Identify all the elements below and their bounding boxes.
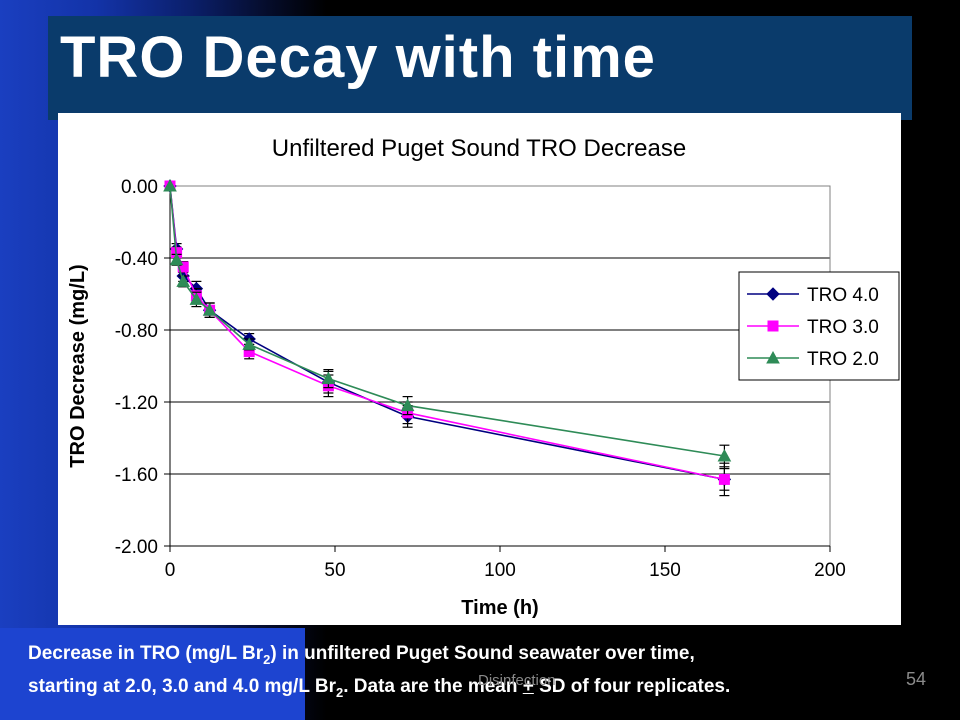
data-point-tro-3-0 bbox=[718, 473, 730, 485]
y-tick-label: -0.80 bbox=[115, 321, 158, 342]
legend-label-tro-4-0: TRO 4.0 bbox=[807, 285, 879, 306]
legend-label-tro-3-0: TRO 3.0 bbox=[807, 317, 879, 338]
tro-decay-chart: Unfiltered Puget Sound TRO Decrease 0.00 -… bbox=[67, 135, 900, 619]
series-line-tro-4-0 bbox=[169, 185, 725, 481]
caption-part2: ) in unfiltered Puget Sound seawater ove… bbox=[270, 643, 695, 664]
y-axis-label: TRO Decrease (mg/L) bbox=[67, 264, 89, 467]
series-line-tro-2-0 bbox=[169, 185, 725, 457]
x-tick-label: 50 bbox=[324, 560, 345, 581]
x-tick-label: 100 bbox=[484, 560, 516, 581]
y-tick-label: -1.20 bbox=[115, 393, 158, 414]
y-tick-label: -2.00 bbox=[115, 537, 158, 558]
caption: Decrease in TRO (mg/L Br2) in unfiltered… bbox=[28, 640, 928, 706]
caption-sub2: 2 bbox=[335, 684, 344, 700]
y-tick-label: -1.60 bbox=[115, 465, 158, 486]
x-axis-label: Time (h) bbox=[461, 597, 538, 619]
legend-marker-tro-2-0 bbox=[766, 350, 780, 364]
caption-part5: SD of four replicates. bbox=[533, 675, 731, 697]
data-point-tro-2-0 bbox=[163, 178, 177, 192]
data-point-tro-2-0 bbox=[717, 448, 732, 462]
data-point-tro-2-0 bbox=[242, 337, 257, 350]
data-point-tro-2-0 bbox=[169, 252, 184, 266]
plot-area-frame bbox=[169, 185, 831, 547]
caption-part3: starting at 2.0, 3.0 and 4.0 mg/L Br bbox=[28, 675, 336, 697]
data-point-tro-2-0 bbox=[189, 292, 204, 305]
data-point-tro-2-0 bbox=[321, 371, 336, 385]
data-point-tro-2-0 bbox=[176, 274, 191, 287]
footer-label: Disinfection bbox=[478, 672, 556, 689]
title-bar bbox=[48, 16, 912, 120]
slide-title: TRO Decay with time bbox=[60, 25, 656, 90]
y-tick-label: 0.00 bbox=[121, 177, 158, 198]
x-tick-label: 0 bbox=[165, 560, 176, 581]
chart-panel: Unfiltered Puget Sound TRO Decrease 0.00 -… bbox=[58, 113, 901, 625]
x-tick-label: 200 bbox=[814, 560, 846, 581]
chart-title: Unfiltered Puget Sound TRO Decrease bbox=[272, 135, 686, 162]
legend-marker-tro-4-0 bbox=[766, 287, 780, 301]
data-point-tro-2-0 bbox=[400, 398, 415, 412]
page-number: 54 bbox=[906, 669, 927, 689]
series-line-tro-3-0 bbox=[169, 185, 725, 481]
slide-accent-block bbox=[0, 628, 305, 720]
caption-plus: + bbox=[522, 675, 534, 697]
y-tick-label: -0.40 bbox=[115, 249, 158, 270]
legend-label-tro-2-0: TRO 2.0 bbox=[807, 349, 879, 370]
caption-sub1: 2 bbox=[263, 651, 271, 667]
legend-marker-tro-3-0 bbox=[767, 320, 779, 332]
data-point-tro-2-0 bbox=[202, 303, 217, 316]
caption-part1: Decrease in TRO (mg/L Br bbox=[28, 643, 264, 664]
caption-part4: . Data are the mean bbox=[343, 675, 523, 697]
x-tick-label: 150 bbox=[649, 560, 681, 581]
